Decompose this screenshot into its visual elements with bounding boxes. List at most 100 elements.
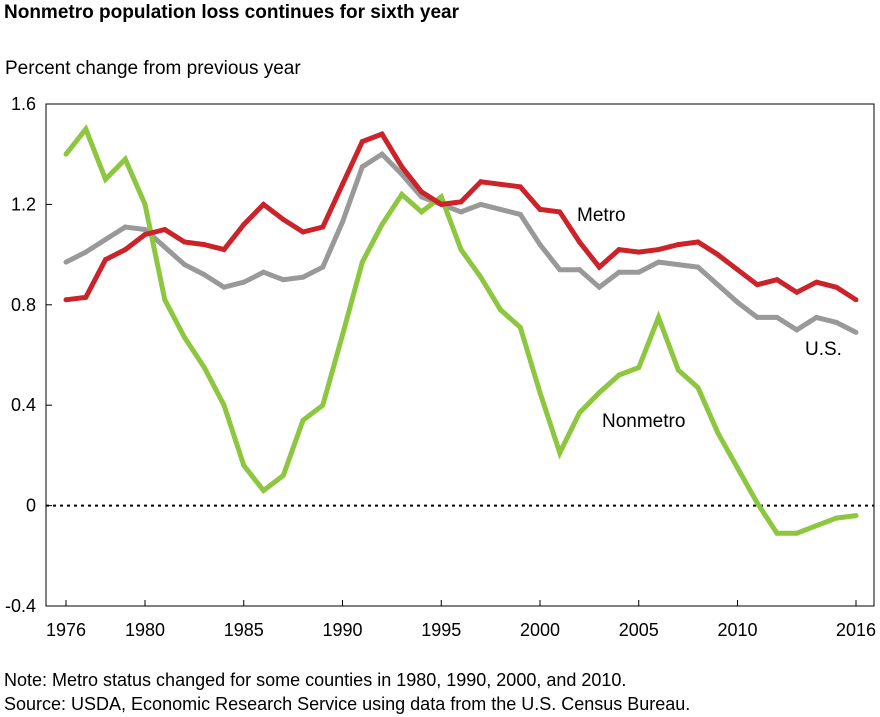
y-tick-label: 0 bbox=[26, 496, 36, 516]
series-label-nonmetro: Nonmetro bbox=[602, 411, 685, 432]
data-point-metro bbox=[675, 242, 681, 248]
data-point-us bbox=[320, 264, 326, 270]
data-point-nonmetro bbox=[774, 530, 780, 536]
data-point-us bbox=[577, 267, 582, 273]
data-point-nonmetro bbox=[399, 191, 405, 197]
chart-title: Nonmetro population loss continues for s… bbox=[4, 2, 459, 23]
data-point-nonmetro bbox=[340, 332, 345, 338]
data-point-metro bbox=[596, 264, 602, 270]
data-point-nonmetro bbox=[715, 430, 721, 436]
data-point-nonmetro bbox=[498, 307, 503, 313]
data-point-nonmetro bbox=[577, 410, 582, 416]
data-point-metro bbox=[103, 257, 108, 263]
data-point-nonmetro bbox=[438, 194, 444, 200]
x-tick-label: 1980 bbox=[125, 620, 165, 640]
data-point-us bbox=[241, 279, 247, 285]
data-point-metro bbox=[201, 242, 207, 248]
data-point-metro bbox=[814, 279, 819, 285]
data-point-us bbox=[715, 282, 721, 288]
x-tick-label: 1995 bbox=[421, 620, 461, 640]
data-point-metro bbox=[340, 181, 345, 187]
data-point-metro bbox=[162, 227, 168, 232]
data-point-us bbox=[735, 299, 740, 305]
data-point-nonmetro bbox=[458, 247, 464, 253]
data-point-us bbox=[63, 259, 69, 265]
data-point-nonmetro bbox=[675, 367, 681, 373]
data-point-us bbox=[261, 269, 266, 275]
data-point-metro bbox=[122, 247, 128, 253]
data-point-metro bbox=[241, 221, 247, 227]
data-point-nonmetro bbox=[517, 324, 523, 330]
data-point-nonmetro bbox=[695, 385, 701, 391]
data-point-metro bbox=[715, 252, 721, 258]
data-point-nonmetro bbox=[794, 530, 800, 536]
data-point-metro bbox=[774, 277, 780, 283]
data-point-us bbox=[182, 262, 187, 268]
y-tick-label: -0.4 bbox=[5, 596, 36, 616]
data-point-nonmetro bbox=[478, 274, 484, 280]
series-layer bbox=[63, 124, 859, 536]
data-point-metro bbox=[359, 139, 365, 145]
data-point-metro bbox=[517, 184, 523, 190]
x-tick-label: 2005 bbox=[619, 620, 659, 640]
x-tick-label: 2000 bbox=[520, 620, 560, 640]
data-point-nonmetro bbox=[596, 390, 602, 396]
data-point-us bbox=[675, 262, 681, 268]
data-point-metro bbox=[280, 216, 286, 222]
data-point-metro bbox=[735, 267, 740, 273]
series-label-us: U.S. bbox=[805, 339, 842, 360]
x-tick-label: 1985 bbox=[224, 620, 264, 640]
data-point-nonmetro bbox=[182, 334, 187, 340]
data-point-nonmetro bbox=[379, 221, 385, 227]
footnotes: Note: Metro status changed for some coun… bbox=[4, 668, 690, 716]
data-point-nonmetro bbox=[537, 390, 543, 396]
data-point-metro bbox=[438, 201, 444, 207]
data-point-us bbox=[162, 244, 168, 250]
axis-layer: -0.4 0 0.4 0.8 1.2 1.6 1976 1980 1985 1990 1995 200… bbox=[5, 94, 876, 640]
data-point-us bbox=[794, 327, 800, 333]
data-point-us bbox=[833, 319, 839, 325]
data-point-us bbox=[221, 284, 227, 290]
data-point-us bbox=[774, 314, 780, 320]
data-point-us bbox=[103, 237, 108, 243]
data-point-metro bbox=[221, 247, 227, 253]
data-point-us bbox=[596, 284, 602, 290]
series-line-nonmetro bbox=[64, 124, 857, 536]
series-label-layer: Metro U.S. Nonmetro bbox=[577, 205, 842, 432]
data-point-us bbox=[379, 151, 385, 157]
data-point-metro bbox=[399, 164, 405, 170]
data-point-metro bbox=[636, 249, 642, 255]
data-point-metro bbox=[320, 224, 326, 230]
data-point-nonmetro bbox=[221, 402, 227, 408]
data-point-nonmetro bbox=[300, 417, 306, 423]
data-point-us bbox=[537, 242, 543, 248]
data-point-metro bbox=[182, 239, 187, 245]
data-point-metro bbox=[478, 179, 484, 185]
data-point-us bbox=[695, 264, 701, 270]
data-point-us bbox=[517, 211, 523, 217]
y-tick-label: 0.8 bbox=[11, 295, 36, 315]
x-tick-label: 1976 bbox=[46, 620, 86, 640]
data-point-metro bbox=[853, 297, 859, 303]
x-tick-label: 2010 bbox=[717, 620, 757, 640]
data-point-us bbox=[616, 269, 622, 275]
data-point-metro bbox=[142, 232, 148, 238]
data-point-metro bbox=[83, 294, 89, 300]
data-point-metro bbox=[577, 239, 582, 245]
data-point-metro bbox=[656, 247, 661, 253]
data-point-nonmetro bbox=[103, 176, 108, 182]
data-point-metro bbox=[300, 229, 306, 235]
x-tick-label: 2016 bbox=[836, 620, 876, 640]
data-point-nonmetro bbox=[616, 372, 622, 378]
data-point-metro bbox=[379, 131, 385, 137]
data-point-nonmetro bbox=[162, 297, 168, 303]
data-point-us bbox=[83, 249, 89, 255]
data-point-us bbox=[359, 164, 365, 170]
data-point-nonmetro bbox=[557, 450, 563, 456]
data-point-us bbox=[656, 259, 661, 265]
data-point-us bbox=[458, 209, 464, 215]
data-point-nonmetro bbox=[636, 365, 642, 371]
data-point-nonmetro bbox=[735, 465, 740, 471]
data-point-metro bbox=[616, 247, 622, 253]
